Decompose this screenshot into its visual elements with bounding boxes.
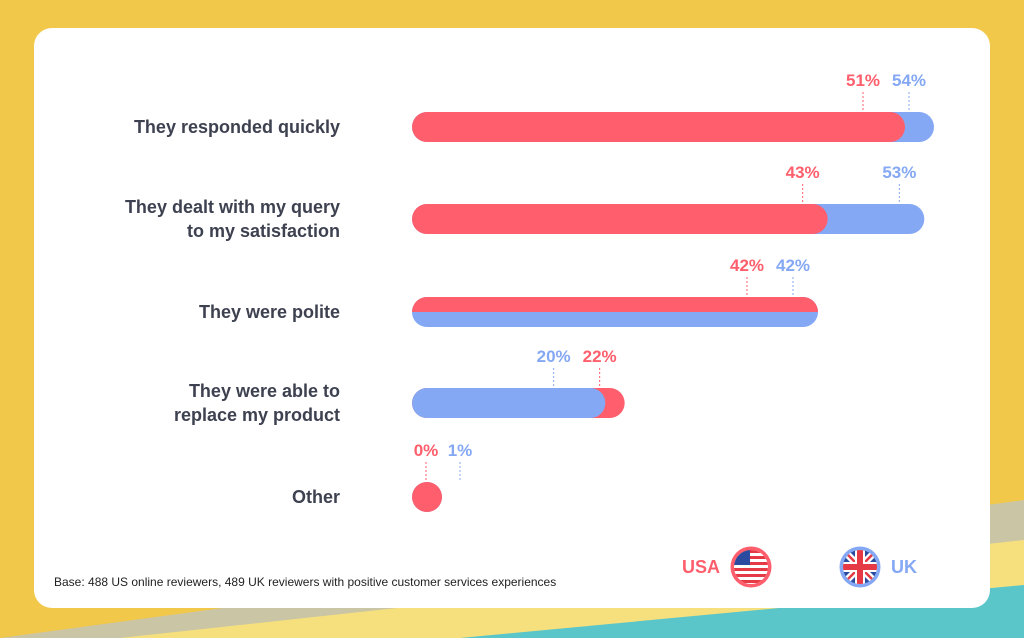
bar-uk-3 [412,388,606,418]
bar-chart: They responded quickly 51% 54% They dealt w… [125,71,934,512]
legend-usa-label: USA [682,556,721,577]
value-label-usa-1: 43% [786,163,820,182]
bar-usa-0 [412,112,905,142]
value-label-uk-0: 54% [892,71,926,90]
footnote: Base: 488 US online reviewers, 489 UK re… [54,575,557,589]
value-label-uk-2: 42% [776,256,810,275]
value-label-usa-0: 51% [846,71,880,90]
category-label-3-1: replace my product [174,405,340,425]
value-label-usa-3: 22% [583,347,617,366]
category-label-4-0: Other [292,487,340,507]
category-label-0-0: They responded quickly [134,117,340,137]
bar-usa-2 [412,297,818,312]
category-label-3-0: They were able to [189,381,340,401]
uk-flag-icon [839,546,881,588]
value-label-uk-4: 1% [448,441,473,460]
bar-usa-1 [412,204,828,234]
us-flag-icon [730,546,772,588]
value-label-usa-4: 0% [414,441,439,460]
category-label-1-0: They dealt with my query [125,197,340,217]
category-label-2-0: They were polite [199,302,340,322]
legend-usa: USA [682,545,772,589]
chart-card: They responded quickly 51% 54% They dealt w… [34,28,990,608]
category-label-1-1: to my satisfaction [187,221,340,241]
value-label-uk-3: 20% [537,347,571,366]
bar-usa-4 [412,482,442,512]
value-label-usa-2: 42% [730,256,764,275]
legend-uk: UK [839,545,917,589]
legend-uk-label: UK [891,556,917,577]
value-label-uk-1: 53% [882,163,916,182]
